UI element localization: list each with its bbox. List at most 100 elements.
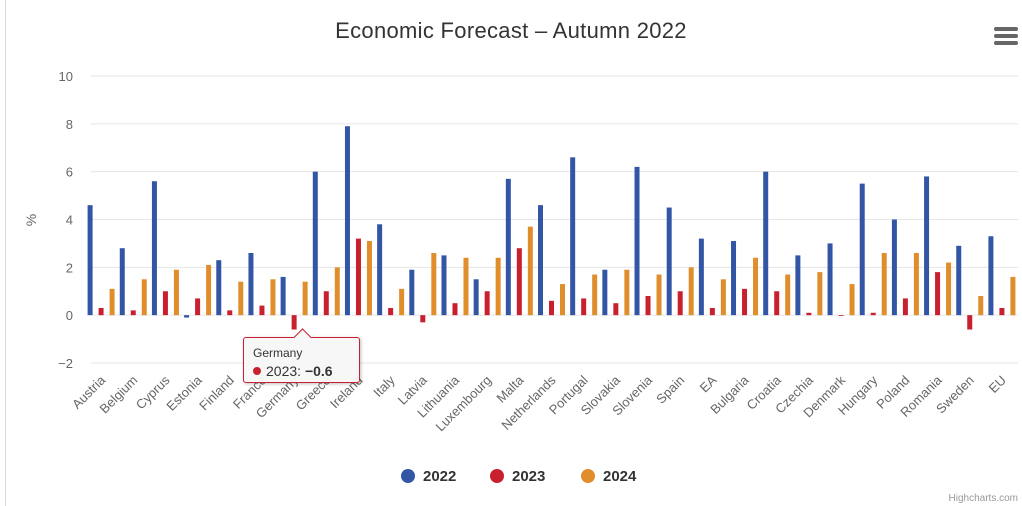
credits-link[interactable]: Highcharts.com [948, 493, 1018, 504]
x-tick-label: EU [986, 373, 1009, 396]
bar-2023-czechia[interactable] [806, 312, 812, 316]
bar-2022-cyprus[interactable] [151, 181, 157, 316]
bar-2024-greece[interactable] [334, 267, 340, 316]
bar-2023-france[interactable] [259, 305, 265, 316]
left-border [5, 0, 6, 506]
bar-2023-greece[interactable] [323, 291, 329, 316]
bar-2022-poland[interactable] [891, 219, 897, 316]
bar-2024-eu[interactable] [1010, 276, 1016, 316]
bar-2024-sweden[interactable] [978, 296, 984, 316]
bar-2022-slovakia[interactable] [602, 269, 608, 316]
bar-2022-austria[interactable] [87, 205, 93, 316]
y-tick-label: 8 [66, 117, 73, 132]
bar-2022-ireland[interactable] [344, 126, 350, 316]
bar-2024-estonia[interactable] [206, 264, 212, 316]
bar-2024-france[interactable] [270, 279, 276, 316]
bar-2023-bulgaria[interactable] [742, 288, 748, 316]
legend-item-2023[interactable]: 2023 [490, 468, 545, 485]
bar-2024-poland[interactable] [913, 252, 919, 316]
bar-2023-lithuania[interactable] [452, 303, 458, 316]
bar-2022-belgium[interactable] [119, 248, 125, 316]
bar-2023-spain[interactable] [677, 291, 683, 316]
bar-2024-romania[interactable] [946, 262, 952, 316]
bar-2022-ea[interactable] [698, 238, 704, 316]
bar-2023-luxembourg[interactable] [484, 291, 490, 316]
bar-2024-cyprus[interactable] [173, 269, 179, 316]
bar-2022-croatia[interactable] [763, 171, 769, 316]
bar-2023-hungary[interactable] [870, 312, 876, 316]
bar-2022-portugal[interactable] [570, 157, 576, 316]
y-axis-ticks: −2 0 2 4 6 8 10 [58, 69, 73, 371]
bar-2024-czechia[interactable] [817, 272, 823, 316]
bar-2023-sweden[interactable] [967, 315, 973, 330]
bar-2023-croatia[interactable] [774, 291, 780, 316]
bar-2022-greece[interactable] [312, 171, 318, 316]
bar-2023-estonia[interactable] [195, 298, 201, 316]
bar-2023-slovenia[interactable] [645, 296, 651, 316]
bar-2024-latvia[interactable] [431, 252, 437, 316]
bar-2024-belgium[interactable] [141, 279, 147, 316]
bar-2024-lithuania[interactable] [463, 257, 469, 316]
bar-2022-luxembourg[interactable] [473, 279, 479, 316]
legend-item-2024[interactable]: 2024 [581, 468, 637, 485]
bar-2024-croatia[interactable] [785, 274, 791, 316]
bar-2023-belgium[interactable] [130, 310, 136, 316]
bar-2023-romania[interactable] [935, 272, 941, 316]
bar-2024-portugal[interactable] [592, 274, 598, 316]
bar-2023-italy[interactable] [388, 307, 394, 316]
bar-2022-germany[interactable] [280, 276, 286, 316]
bar-2022-bulgaria[interactable] [731, 241, 737, 316]
bar-2022-denmark[interactable] [827, 243, 833, 316]
bar-2023-germany[interactable] [291, 315, 297, 330]
bar-2023-finland[interactable] [227, 310, 233, 316]
legend-item-2022[interactable]: 2022 [401, 468, 456, 485]
bar-2022-hungary[interactable] [859, 183, 865, 316]
bar-2024-finland[interactable] [238, 281, 244, 316]
bar-2023-eu[interactable] [999, 307, 1005, 316]
bar-2024-ireland[interactable] [366, 241, 372, 316]
bar-2022-latvia[interactable] [409, 269, 415, 316]
bar-2024-luxembourg[interactable] [495, 257, 501, 316]
bar-2024-malta[interactable] [527, 226, 533, 316]
bar-2022-czechia[interactable] [795, 255, 801, 316]
x-tick-label: Spain [653, 373, 687, 407]
bar-2024-netherlands[interactable] [560, 284, 565, 316]
bar-2022-spain[interactable] [666, 207, 672, 316]
bar-2023-austria[interactable] [98, 307, 104, 316]
bar-2023-portugal[interactable] [581, 298, 587, 316]
bar-2023-ireland[interactable] [355, 238, 361, 316]
bar-2022-slovenia[interactable] [634, 166, 640, 316]
bar-2022-italy[interactable] [377, 224, 383, 316]
bar-2024-hungary[interactable] [881, 252, 887, 316]
bar-2024-slovakia[interactable] [624, 269, 630, 316]
bar-2024-austria[interactable] [109, 288, 115, 316]
bar-2023-denmark[interactable] [838, 315, 844, 316]
bar-2024-ea[interactable] [720, 279, 726, 316]
bar-2024-spain[interactable] [688, 267, 694, 316]
bar-2022-sweden[interactable] [956, 245, 962, 316]
bar-2022-finland[interactable] [216, 260, 222, 316]
bar-2024-slovenia[interactable] [656, 274, 662, 316]
hamburger-menu-icon[interactable] [994, 27, 1018, 49]
bar-2024-denmark[interactable] [849, 284, 855, 316]
x-tick-label: Finland [196, 373, 237, 414]
bar-2022-malta[interactable] [505, 178, 511, 316]
x-tick-label: Estonia [163, 372, 205, 414]
bar-2022-eu[interactable] [988, 236, 994, 316]
bar-2022-estonia[interactable] [184, 315, 190, 318]
bar-2024-bulgaria[interactable] [753, 257, 759, 316]
bar-2024-germany[interactable] [302, 281, 308, 316]
bar-2023-cyprus[interactable] [162, 291, 168, 316]
bar-2023-slovakia[interactable] [613, 303, 619, 316]
bar-2022-lithuania[interactable] [441, 255, 447, 316]
bar-2023-netherlands[interactable] [549, 300, 554, 316]
bar-2022-romania[interactable] [924, 176, 930, 316]
bar-2023-latvia[interactable] [420, 315, 426, 323]
bar-2023-ea[interactable] [709, 307, 715, 316]
bar-2024-italy[interactable] [399, 288, 405, 316]
bar-2023-malta[interactable] [516, 248, 522, 316]
bar-2023-poland[interactable] [902, 298, 908, 316]
bar-2022-france[interactable] [248, 252, 254, 316]
bar-2022-netherlands[interactable] [538, 205, 543, 316]
